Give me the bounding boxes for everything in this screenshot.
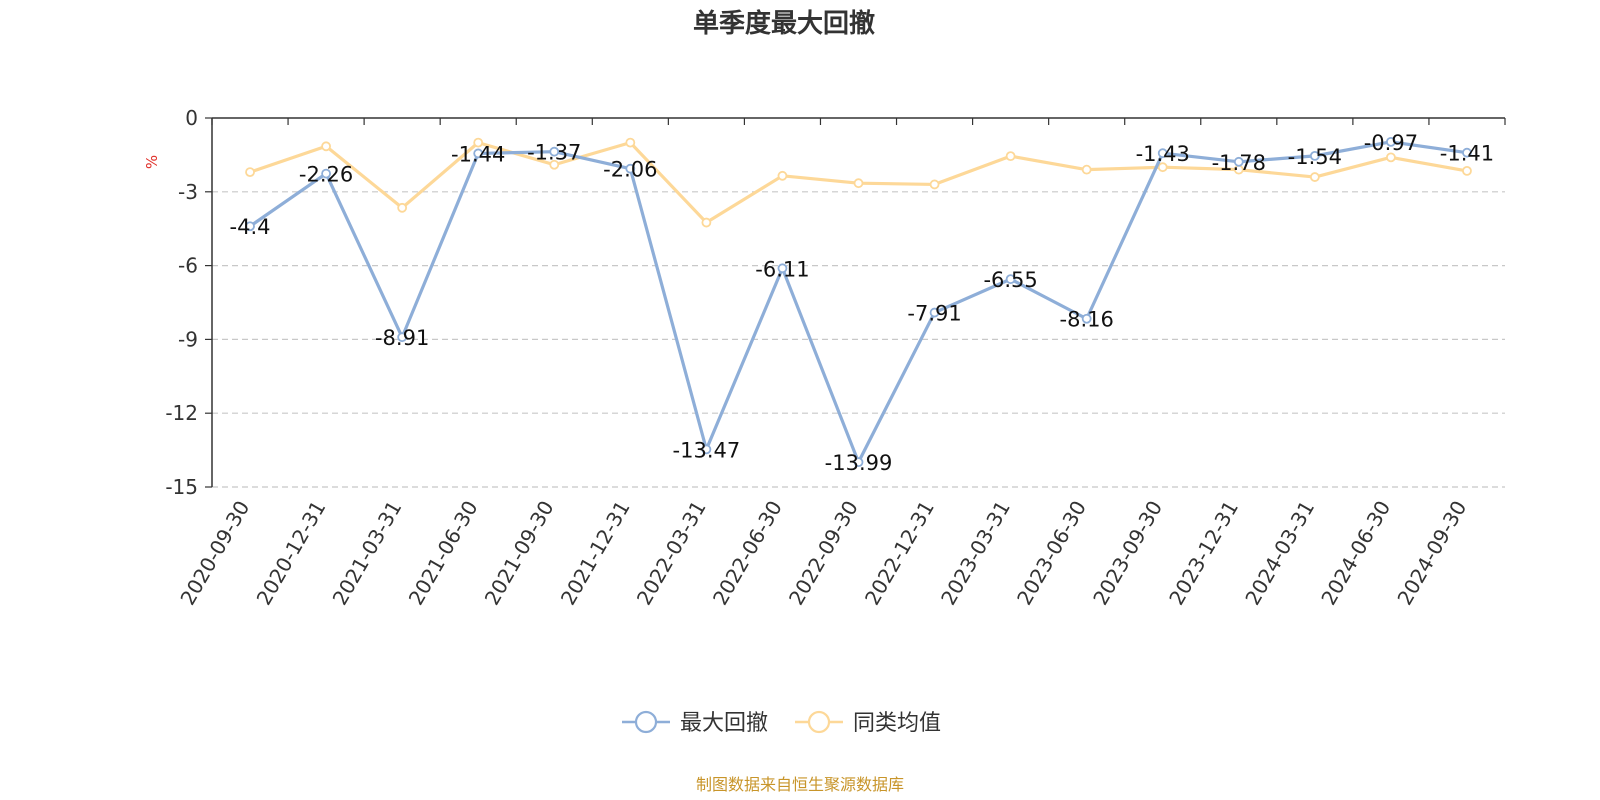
data-label: -6.55	[983, 268, 1037, 292]
data-label: -4.4	[230, 215, 271, 239]
data-label: -6.11	[755, 257, 809, 281]
data-point[interactable]	[853, 178, 864, 189]
x-tick-label: 2023-12-31	[1164, 497, 1243, 610]
grid-lines	[212, 191, 1505, 488]
x-tick-label: 2022-06-30	[708, 497, 787, 610]
data-point[interactable]	[1309, 172, 1320, 182]
source-note: 制图数据来自恒生聚源数据库	[696, 775, 904, 794]
legend-label: 最大回撤	[680, 711, 768, 736]
legend-swatch-marker	[634, 710, 658, 734]
data-point[interactable]	[1005, 151, 1016, 162]
data-label: -7.91	[907, 302, 961, 326]
data-point[interactable]	[1386, 136, 1396, 147]
data-point[interactable]	[777, 170, 788, 181]
data-point[interactable]	[245, 221, 255, 232]
x-tick-label: 2023-06-30	[1012, 497, 1091, 610]
data-point[interactable]	[625, 163, 636, 174]
legend-swatch-marker	[807, 710, 831, 734]
x-tick-label: 2021-03-31	[328, 497, 407, 610]
data-point[interactable]	[473, 148, 484, 159]
data-point[interactable]	[1233, 156, 1244, 167]
x-tick-label: 2021-06-30	[404, 497, 483, 610]
data-point[interactable]	[549, 159, 560, 170]
data-label: -2.26	[299, 163, 353, 187]
data-point[interactable]	[929, 179, 940, 190]
series-max-drawdown	[245, 136, 1472, 468]
data-label: -1.41	[1440, 142, 1494, 166]
y-tick-label: -9	[178, 327, 198, 351]
data-point[interactable]	[1462, 147, 1472, 158]
data-label: -1.43	[1136, 142, 1190, 166]
data-label: -2.06	[603, 158, 657, 182]
data-point[interactable]	[1081, 164, 1092, 175]
x-tick-label: 2022-09-30	[784, 497, 863, 610]
chart-title: 单季度最大回撤	[693, 8, 875, 39]
data-label: -13.47	[673, 438, 741, 462]
data-label: -1.44	[451, 142, 505, 166]
y-tick-label: -3	[178, 180, 198, 204]
series-line	[249, 140, 1468, 464]
data-point[interactable]	[1157, 148, 1168, 159]
y-axis-unit: %	[143, 155, 161, 169]
data-label: -8.91	[375, 326, 429, 350]
legend-item-max-drawdown[interactable]: 最大回撤	[622, 710, 768, 736]
data-point[interactable]	[245, 167, 255, 178]
data-point[interactable]	[1157, 162, 1168, 173]
x-tick-label: 2023-03-31	[936, 497, 1015, 610]
data-point[interactable]	[625, 137, 636, 148]
data-label: -8.16	[1060, 308, 1114, 332]
data-label: -0.97	[1364, 131, 1418, 155]
series-peer-average	[245, 137, 1472, 228]
data-label: -1.78	[1212, 151, 1266, 175]
data-point[interactable]	[321, 141, 331, 152]
y-tick-label: -15	[165, 475, 198, 499]
x-tick-label: 2024-09-30	[1392, 497, 1471, 610]
data-label: -1.37	[527, 141, 581, 165]
data-labels: -4.4 -2.26 -8.91 -1.44 -1.37 -2.06 -13.47 -6.11…	[230, 131, 1495, 475]
x-tick-label: 2020-09-30	[175, 497, 254, 610]
y-tick-label: -6	[178, 254, 198, 278]
data-point[interactable]	[1005, 274, 1016, 285]
data-point[interactable]	[1309, 150, 1320, 161]
x-tick-label: 2024-03-31	[1240, 497, 1319, 610]
data-label: -13.99	[825, 451, 893, 475]
data-point[interactable]	[1462, 165, 1472, 176]
data-point[interactable]	[1081, 313, 1092, 324]
data-point[interactable]	[473, 137, 484, 148]
data-point[interactable]	[701, 217, 712, 228]
x-tick-label: 2022-12-31	[860, 497, 939, 610]
axes	[211, 117, 1505, 487]
data-point[interactable]	[1386, 152, 1396, 163]
x-tick-label: 2024-06-30	[1316, 497, 1395, 610]
x-tick-label: 2021-12-31	[556, 497, 635, 610]
series-layer	[245, 136, 1472, 468]
data-point[interactable]	[777, 263, 788, 274]
legend-label: 同类均值	[853, 711, 941, 736]
data-point[interactable]	[853, 457, 864, 468]
data-point[interactable]	[397, 332, 408, 343]
y-axis-ticks: 0 -3 -6 -9 -12 -15	[165, 106, 212, 499]
legend-item-peer-average[interactable]: 同类均值	[795, 710, 941, 736]
data-point[interactable]	[321, 168, 331, 179]
data-label: -1.54	[1288, 145, 1342, 169]
data-point[interactable]	[929, 307, 940, 318]
data-point[interactable]	[549, 146, 560, 157]
y-tick-label: -12	[165, 401, 198, 425]
data-point[interactable]	[701, 444, 712, 455]
x-tick-label: 2023-09-30	[1088, 497, 1167, 610]
x-tick-label: 2021-09-30	[480, 497, 559, 610]
legend[interactable]: 最大回撤 同类均值	[622, 710, 941, 736]
data-point[interactable]	[397, 202, 408, 213]
y-tick-label: 0	[185, 106, 198, 130]
x-tick-label: 2022-03-31	[632, 497, 711, 610]
x-tick-label: 2020-12-31	[252, 497, 331, 610]
